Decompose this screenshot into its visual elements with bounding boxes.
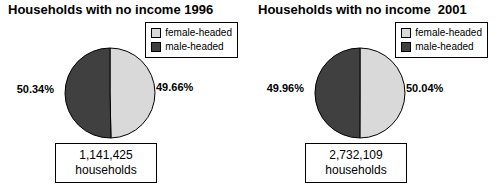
svg-text:49.96%: 49.96% — [267, 82, 305, 94]
html-text:male-headed: male-headed — [165, 41, 224, 52]
html-text:households: households — [325, 163, 387, 177]
html-text:Households with no income 1996: Households with no income 1996 — [8, 2, 214, 17]
svg-text:50.04%: 50.04% — [406, 82, 444, 94]
html-text:households: households — [75, 163, 137, 177]
html-text:1,141,425: 1,141,425 — [79, 148, 133, 162]
html-text:female-headed: female-headed — [165, 27, 232, 38]
html-text:male-headed: male-headed — [415, 41, 474, 52]
svg-text:50.34%: 50.34% — [17, 83, 55, 95]
html-text:2,732,109: 2,732,109 — [329, 148, 383, 162]
svg-text:49.66%: 49.66% — [156, 81, 194, 93]
html-text:female-headed: female-headed — [415, 27, 482, 38]
html-text:Households with no income 2001: Households with no income 2001 — [258, 2, 467, 17]
